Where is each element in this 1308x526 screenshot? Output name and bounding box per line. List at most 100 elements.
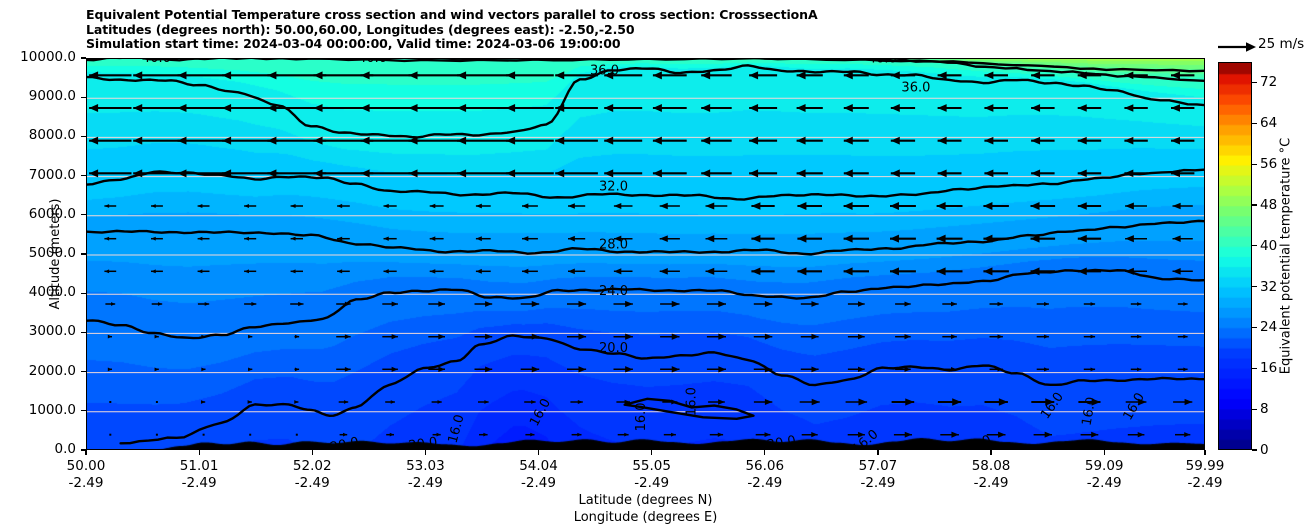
colorbar[interactable] — [1218, 62, 1252, 450]
wind-vector — [408, 169, 465, 178]
wind-vector — [567, 300, 587, 308]
wind-vector — [429, 236, 444, 241]
colorbar-tick-label: 0 — [1260, 442, 1269, 458]
wind-vector — [942, 301, 957, 307]
y-tick-label: 4000.0 — [28, 284, 76, 301]
colorbar-tick-mark — [1252, 326, 1257, 329]
wind-reference-label: 25 m/s — [1258, 36, 1305, 52]
wind-vector — [1077, 71, 1102, 80]
wind-vector — [155, 433, 158, 436]
wind-vector — [408, 104, 465, 112]
wind-vector — [247, 400, 252, 404]
wind-vector — [154, 334, 159, 339]
wind-vector — [800, 366, 819, 373]
wind-vector — [1031, 104, 1055, 112]
wind-vector — [701, 71, 732, 80]
wind-vector — [983, 234, 1009, 243]
wind-vector — [659, 235, 680, 242]
x-tick-label-group: 53.03 -2.49 — [373, 458, 477, 492]
wind-vector — [1083, 367, 1096, 372]
y-tick-mark — [81, 371, 86, 373]
colorbar-tick-label: 48 — [1260, 196, 1278, 213]
wind-vector — [431, 400, 442, 404]
wind-vector — [1031, 398, 1055, 406]
y-tick-mark — [81, 135, 86, 137]
wind-vector — [663, 432, 676, 437]
wind-vector — [506, 71, 554, 80]
x-tick-mark — [424, 450, 426, 455]
wind-vector — [1125, 267, 1147, 275]
wind-vector — [521, 268, 538, 274]
wind-vector — [1125, 398, 1147, 406]
wind-vector — [295, 433, 298, 436]
wind-vector — [705, 267, 728, 275]
y-tick-label: 8000.0 — [28, 127, 76, 144]
wind-vector — [843, 71, 869, 80]
y-tick-label: 6000.0 — [28, 205, 76, 222]
x-tick-label-latitude: 57.07 — [858, 458, 898, 474]
wind-vector — [796, 71, 823, 80]
cross-section-plot[interactable]: 40.040.040.044.036.036.032.028.024.020.0… — [86, 58, 1205, 450]
wind-vector — [521, 203, 538, 209]
wind-vector — [107, 334, 113, 339]
wind-vector — [800, 333, 819, 340]
wind-vector — [290, 236, 303, 241]
wind-vector — [937, 398, 962, 406]
wind-vector — [555, 104, 598, 112]
x-tick-label-group: 57.07 -2.49 — [826, 458, 930, 492]
wind-vector — [1130, 302, 1142, 306]
wind-vector — [937, 169, 962, 178]
contour-label: 40.0 — [868, 59, 897, 67]
wind-vector — [701, 104, 732, 112]
wind-vector — [151, 269, 163, 274]
x-tick-label-latitude: 51.01 — [179, 458, 219, 474]
wind-vector — [201, 334, 206, 339]
contour-label: 40.0 — [358, 59, 387, 66]
wind-vector — [567, 203, 586, 209]
colorbar-tick-label: 72 — [1260, 74, 1278, 91]
wind-vector — [457, 136, 510, 145]
wind-vector — [749, 71, 778, 80]
y-tick-mark — [81, 96, 86, 98]
wind-vector — [1124, 169, 1148, 178]
wind-vector — [457, 71, 510, 80]
wind-vector — [989, 301, 1003, 307]
wind-vector — [617, 432, 629, 437]
wind-vector — [520, 366, 540, 373]
wind-vector — [520, 300, 540, 308]
wind-vector — [1170, 71, 1195, 80]
wind-vector — [796, 136, 823, 145]
colorbar-tick-label: 56 — [1260, 156, 1278, 173]
wind-vector — [290, 269, 303, 274]
wind-vector — [429, 203, 444, 209]
x-tick-label-latitude: 52.02 — [292, 458, 332, 474]
wind-vector — [338, 400, 349, 404]
wind-vector — [895, 366, 911, 372]
wind-vector — [706, 300, 727, 308]
x-tick-label-group: 58.08 -2.49 — [939, 458, 1043, 492]
colorbar-title: Equivalent potential temperature °C — [1278, 137, 1294, 375]
wind-vector — [847, 366, 865, 373]
wind-vector — [936, 234, 963, 243]
wind-vector — [197, 302, 210, 306]
colorbar-tick-label: 40 — [1260, 237, 1278, 254]
wind-vector — [383, 269, 397, 274]
wind-vector — [474, 301, 493, 307]
wind-vector — [1077, 169, 1102, 178]
wind-vector — [749, 136, 778, 145]
wind-vector — [604, 71, 643, 80]
wind-vector — [151, 236, 163, 241]
wind-vector — [555, 169, 598, 178]
wind-vector — [613, 268, 633, 275]
wind-vector — [613, 300, 633, 308]
wind-vector — [613, 235, 633, 242]
wind-vector — [889, 234, 916, 243]
wind-vector — [382, 366, 398, 372]
wind-vector — [797, 267, 822, 276]
figure-title-line-2: Latitudes (degrees north): 50.00,60.00, … — [86, 21, 635, 37]
wind-vector — [1036, 334, 1049, 339]
wind-vector — [984, 136, 1008, 145]
wind-vector — [408, 71, 465, 80]
wind-vector — [1170, 104, 1195, 112]
wind-vector — [151, 204, 163, 208]
